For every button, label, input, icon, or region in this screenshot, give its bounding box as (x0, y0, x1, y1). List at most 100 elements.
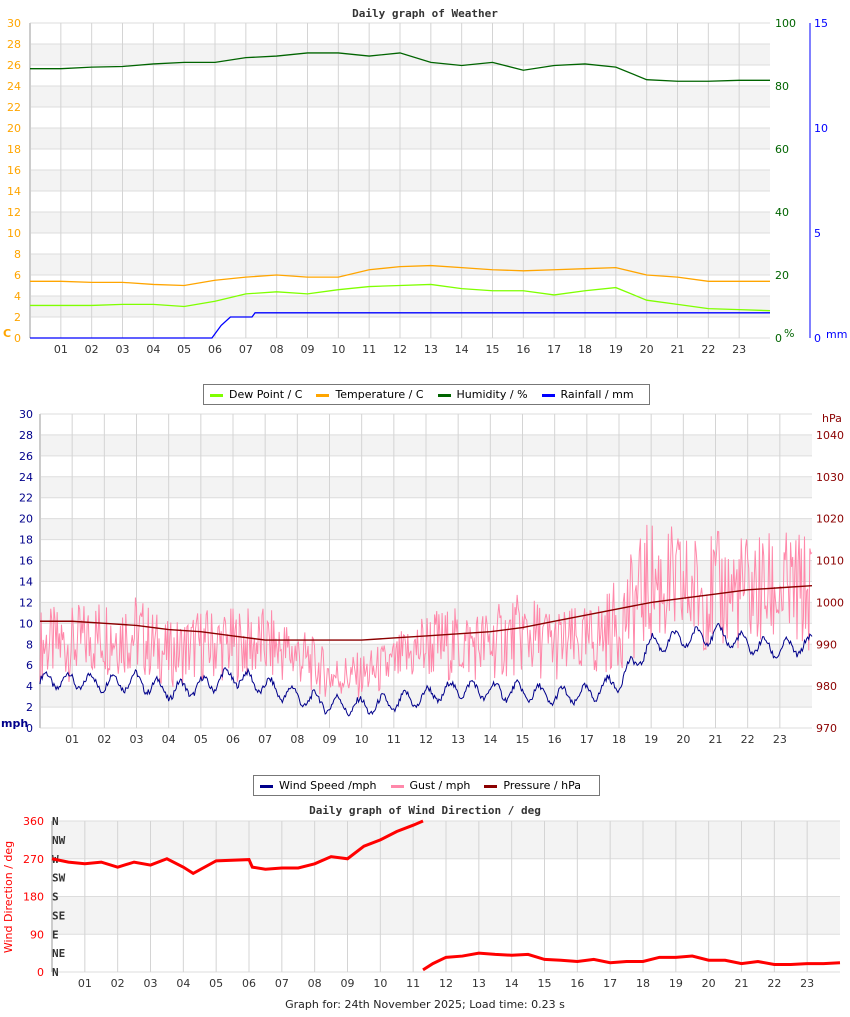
chart2-x-tick: 07 (258, 733, 272, 746)
chart3-y-tick: 270 (23, 853, 44, 866)
chart1-series-3 (30, 312, 770, 339)
chart3-x-tick: 11 (406, 977, 420, 990)
chart3-y-label: Wind Direction / deg (2, 841, 15, 953)
chart1-series-2 (30, 52, 770, 82)
chart2-y-tick: 0 (26, 722, 33, 735)
chart2-x-tick: 04 (162, 733, 176, 746)
chart2-y-tick: 12 (19, 596, 33, 609)
chart3-y-tick: 0 (37, 966, 44, 979)
chart3-x-tick: 19 (669, 977, 683, 990)
chart2-pressure-tick: 1020 (816, 513, 844, 526)
chart2-x-tick: 12 (419, 733, 433, 746)
chart1-y-label: C (3, 327, 11, 340)
chart3-series-0 (51, 819, 424, 876)
chart1-series-0 (30, 283, 771, 312)
chart2-series-pressure (40, 584, 813, 641)
chart1-y-tick: 6 (14, 269, 21, 282)
chart2-y-tick: 20 (19, 513, 33, 526)
chart2-x-tick: 15 (516, 733, 530, 746)
chart2-series-gust (39, 524, 813, 698)
chart2-x-tick: 22 (741, 733, 755, 746)
chart2-x-tick: 03 (130, 733, 144, 746)
chart2-y-tick: 4 (26, 680, 33, 693)
chart3-x-tick: 20 (702, 977, 716, 990)
chart3-compass-label: NE (52, 947, 65, 960)
chart3-x-tick: 17 (603, 977, 617, 990)
chart1-x-tick: 18 (578, 343, 592, 356)
chart2-x-tick: 13 (451, 733, 465, 746)
chart1-y-tick: 10 (7, 227, 21, 240)
chart3-x-tick: 07 (275, 977, 289, 990)
chart1-y-tick: 22 (7, 101, 21, 114)
chart1-y-tick: 2 (14, 311, 21, 324)
chart3-x-tick: 03 (144, 977, 158, 990)
chart3-y-tick: 360 (23, 815, 44, 828)
chart3-x-tick: 06 (242, 977, 256, 990)
chart1-x-tick: 21 (671, 343, 685, 356)
chart2-series-windspeed (39, 622, 813, 717)
chart1-y-tick: 20 (7, 122, 21, 135)
chart1-x-tick: 16 (516, 343, 530, 356)
chart2-pressure-tick: 970 (816, 722, 837, 735)
chart3-x-tick: 09 (341, 977, 355, 990)
chart1-x-tick: 02 (85, 343, 99, 356)
chart2-y-tick: 8 (26, 638, 33, 651)
chart1-y-tick: 12 (7, 206, 21, 219)
chart1-rain-tick: 10 (814, 122, 828, 135)
chart1-x-tick: 06 (208, 343, 222, 356)
chart1-y-tick: 0 (14, 332, 21, 345)
chart3-x-tick: 02 (111, 977, 125, 990)
chart3-y-tick: 180 (23, 891, 44, 904)
chart1-x-tick: 11 (362, 343, 376, 356)
chart3-x-tick: 04 (176, 977, 190, 990)
chart2-y-tick: 28 (19, 429, 33, 442)
chart1-rain-tick: 5 (814, 227, 821, 240)
chart2-x-tick: 18 (612, 733, 626, 746)
chart2-pressure-tick: 1010 (816, 555, 844, 568)
chart2-pressure-tick: 980 (816, 680, 837, 693)
chart3-compass-label: SE (52, 909, 65, 922)
chart1-rain-label: mm (826, 328, 847, 341)
chart3-compass-label: N (52, 815, 59, 828)
chart2-x-tick: 10 (355, 733, 369, 746)
chart3-compass-label: E (52, 928, 59, 941)
chart1-x-tick: 14 (455, 343, 469, 356)
chart3-x-tick: 01 (78, 977, 92, 990)
chart2-x-tick: 17 (580, 733, 594, 746)
chart3-x-tick: 22 (767, 977, 781, 990)
chart1-x-tick: 05 (177, 343, 191, 356)
chart2-x-tick: 23 (773, 733, 787, 746)
chart3-compass-label: NW (52, 834, 66, 847)
chart2-x-tick: 02 (97, 733, 111, 746)
chart1-y-tick: 30 (7, 17, 21, 30)
chart2-x-tick: 11 (387, 733, 401, 746)
legend-item-rainfall: Rainfall / mm (541, 388, 634, 401)
chart1-y-tick: 18 (7, 143, 21, 156)
chart3-x-tick: 21 (735, 977, 749, 990)
chart3-compass-label: SW (52, 872, 66, 885)
chart1-y-tick: 4 (14, 290, 21, 303)
chart3-x-tick: 16 (570, 977, 584, 990)
chart2-y-tick: 16 (19, 555, 33, 568)
chart2-pressure-tick: 1000 (816, 596, 844, 609)
chart2-x-tick: 06 (226, 733, 240, 746)
chart1-humidity-tick: 80 (775, 80, 789, 93)
chart1-y-tick: 14 (7, 185, 21, 198)
chart3-x-tick: 12 (439, 977, 453, 990)
chart1-x-tick: 12 (393, 343, 407, 356)
chart2-x-tick: 01 (65, 733, 79, 746)
chart3-y-tick: 90 (30, 928, 44, 941)
chart3-x-tick: 23 (800, 977, 814, 990)
chart1-x-tick: 19 (609, 343, 623, 356)
legend-item-pressure: Pressure / hPa (484, 779, 581, 792)
chart1-humidity-label: % (784, 327, 794, 340)
chart2-y-tick: 2 (26, 701, 33, 714)
chart1-humidity-tick: 40 (775, 206, 789, 219)
chart1-humidity-tick: 100 (775, 17, 796, 30)
chart2-x-tick: 21 (709, 733, 723, 746)
chart1-x-tick: 04 (146, 343, 160, 356)
chart2-y-tick: 14 (19, 575, 33, 588)
chart1-x-tick: 08 (270, 343, 284, 356)
legend-item-dewpoint: Dew Point / C (210, 388, 302, 401)
